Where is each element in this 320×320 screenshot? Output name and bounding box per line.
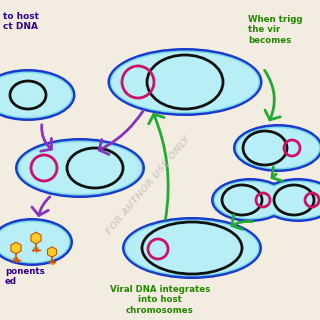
Ellipse shape — [215, 182, 285, 218]
Ellipse shape — [0, 218, 73, 266]
Ellipse shape — [18, 140, 142, 196]
Polygon shape — [31, 232, 41, 244]
Ellipse shape — [261, 180, 320, 220]
Ellipse shape — [0, 220, 70, 263]
Ellipse shape — [0, 71, 73, 118]
Text: to host
ct DNA: to host ct DNA — [3, 12, 39, 31]
Text: ponents
ed: ponents ed — [5, 267, 45, 286]
Ellipse shape — [259, 178, 320, 222]
Ellipse shape — [237, 128, 319, 168]
Text: When trigg
the vir
becomes: When trigg the vir becomes — [248, 15, 302, 45]
Ellipse shape — [0, 73, 71, 117]
Ellipse shape — [263, 182, 320, 218]
Ellipse shape — [0, 69, 76, 121]
Polygon shape — [11, 242, 21, 254]
Ellipse shape — [233, 124, 320, 172]
Ellipse shape — [111, 52, 259, 112]
Polygon shape — [47, 247, 57, 257]
Ellipse shape — [108, 48, 262, 116]
Ellipse shape — [213, 180, 286, 220]
Ellipse shape — [124, 220, 260, 276]
Ellipse shape — [122, 217, 262, 279]
Ellipse shape — [0, 222, 69, 262]
Text: FOR AUTHOR USE ONLY: FOR AUTHOR USE ONLY — [104, 134, 192, 236]
Ellipse shape — [236, 126, 320, 170]
Text: Viral DNA integrates
into host
chromosomes: Viral DNA integrates into host chromosom… — [110, 285, 210, 315]
Ellipse shape — [15, 138, 145, 198]
Ellipse shape — [211, 178, 289, 222]
Ellipse shape — [110, 51, 260, 114]
Ellipse shape — [19, 142, 141, 194]
Ellipse shape — [126, 221, 258, 275]
